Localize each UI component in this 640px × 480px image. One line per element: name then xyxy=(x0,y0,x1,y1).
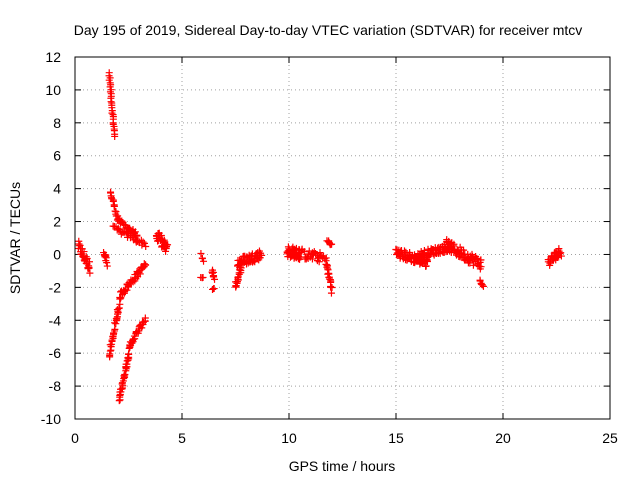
data-point xyxy=(127,231,135,239)
x-axis-label: GPS time / hours xyxy=(289,458,396,474)
chart-title: Day 195 of 2019, Sidereal Day-to-day VTE… xyxy=(74,22,583,38)
data-point xyxy=(478,281,486,289)
data-point xyxy=(157,231,165,239)
data-point xyxy=(108,109,116,117)
y-tick-label: 10 xyxy=(45,82,61,98)
data-point xyxy=(315,258,323,266)
data-point xyxy=(210,285,218,293)
y-tick-label: 0 xyxy=(53,246,61,262)
data-point xyxy=(546,261,554,269)
data-point xyxy=(75,240,83,248)
data-point xyxy=(111,132,119,140)
data-point xyxy=(115,226,123,234)
data-point xyxy=(106,352,114,360)
data-point xyxy=(200,257,208,265)
y-tick-label: -4 xyxy=(49,312,62,328)
data-point xyxy=(199,273,207,281)
plot-frame xyxy=(74,56,611,420)
data-point xyxy=(124,356,132,364)
y-tick-label: 12 xyxy=(45,49,61,65)
x-tick-label: 15 xyxy=(388,430,404,446)
data-point xyxy=(258,251,266,259)
data-point xyxy=(322,257,330,265)
data-point xyxy=(103,262,111,270)
data-point xyxy=(141,314,149,322)
data-point xyxy=(211,275,219,283)
data-point xyxy=(324,266,332,274)
data-point xyxy=(141,261,149,269)
y-axis-label: SDTVAR / TECUs xyxy=(7,182,23,294)
data-point xyxy=(85,258,93,266)
data-points xyxy=(74,69,565,405)
data-point xyxy=(327,240,335,248)
y-tick-label: 4 xyxy=(53,181,61,197)
data-point xyxy=(142,242,150,250)
data-point xyxy=(209,285,217,293)
data-point xyxy=(111,327,119,335)
y-tick-label: -6 xyxy=(49,345,62,361)
data-point xyxy=(115,305,123,313)
x-tick-label: 0 xyxy=(71,430,79,446)
x-tick-label: 5 xyxy=(178,430,186,446)
data-point xyxy=(300,248,308,256)
y-tick-label: -10 xyxy=(41,411,61,427)
data-point xyxy=(557,252,565,260)
y-tick-label: 8 xyxy=(53,115,61,131)
data-point xyxy=(110,202,118,210)
data-point xyxy=(107,98,115,106)
data-point xyxy=(164,241,172,249)
data-point xyxy=(138,324,146,332)
data-point xyxy=(124,283,132,291)
data-point xyxy=(557,249,565,257)
y-tick-label: -2 xyxy=(49,279,62,295)
data-point xyxy=(197,250,205,258)
data-point xyxy=(121,371,129,379)
data-point xyxy=(234,276,242,284)
data-point xyxy=(103,259,111,267)
data-point xyxy=(442,246,450,254)
data-point xyxy=(108,337,116,345)
data-point xyxy=(117,294,125,302)
data-point xyxy=(422,262,430,270)
data-point xyxy=(479,282,487,290)
x-tick-label: 25 xyxy=(602,430,618,446)
y-tick-label: 2 xyxy=(53,214,61,230)
data-point xyxy=(141,239,149,247)
y-tick-labels: -10 -8 -6 -4 -2 0 2 4 6 8 10 12 xyxy=(41,49,61,427)
data-point xyxy=(327,289,335,297)
data-point xyxy=(139,238,147,246)
data-point xyxy=(136,270,144,278)
y-tick-label: -8 xyxy=(49,378,62,394)
data-point xyxy=(425,252,433,260)
data-point xyxy=(125,350,133,358)
data-point xyxy=(460,246,468,254)
data-point xyxy=(131,233,139,241)
data-point xyxy=(140,260,148,268)
data-point xyxy=(107,343,115,351)
data-point xyxy=(420,247,428,255)
x-tick-label: 20 xyxy=(495,430,511,446)
grid-lines xyxy=(75,57,610,419)
data-point xyxy=(477,256,485,264)
data-point xyxy=(86,269,94,277)
y-tick-label: 6 xyxy=(53,148,61,164)
data-point xyxy=(308,255,316,263)
x-tick-label: 10 xyxy=(281,430,297,446)
data-point xyxy=(109,197,117,205)
data-point xyxy=(477,263,485,271)
x-tick-labels: 0 5 10 15 20 25 xyxy=(71,430,618,446)
